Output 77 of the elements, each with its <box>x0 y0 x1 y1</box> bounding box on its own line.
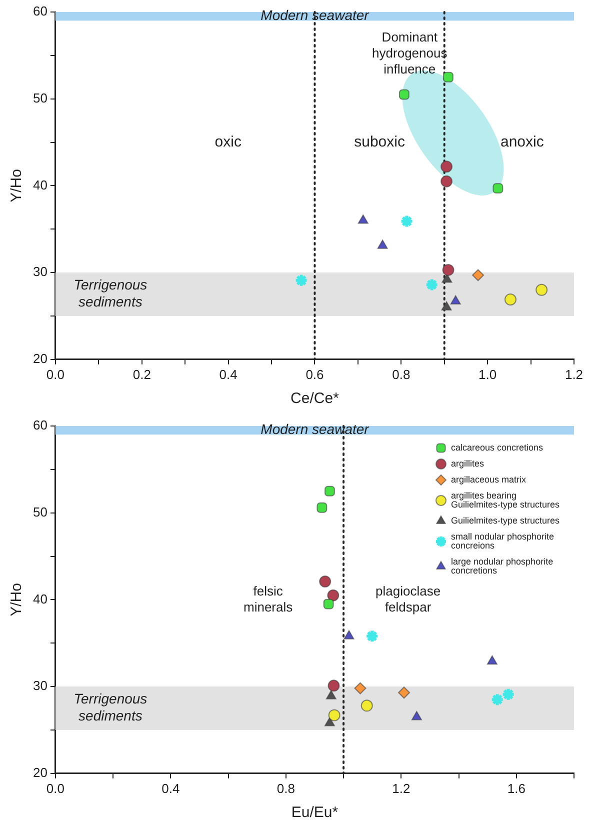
y-tick-label: 60 <box>32 418 48 433</box>
legend-label: small nodular phosphorite concreions <box>451 531 554 550</box>
x-tick-label: 1.0 <box>478 366 497 382</box>
y-tick-label: 40 <box>32 177 48 192</box>
x-tick-label: 0.0 <box>46 780 64 796</box>
y-tick-label: 20 <box>32 350 48 366</box>
y-tick-label: 30 <box>32 678 48 694</box>
point <box>365 629 380 644</box>
point <box>328 709 340 722</box>
legend-label: argillites <box>451 458 485 468</box>
point <box>440 160 453 173</box>
point <box>536 284 548 296</box>
point <box>472 269 484 282</box>
y-tick-label: 20 <box>32 764 48 780</box>
x-tick-label: 0.2 <box>132 366 151 382</box>
x-tick-label: 0.8 <box>392 366 410 382</box>
point <box>490 692 504 707</box>
x-tick-label: 1.6 <box>507 780 526 796</box>
x-axis-title: Eu/Eu* <box>291 804 338 822</box>
annotation: anoxic <box>500 133 544 150</box>
point <box>328 680 340 692</box>
annotation: plagioclase feldspar <box>376 583 441 614</box>
y-tick-label: 30 <box>32 264 48 280</box>
point <box>504 293 516 306</box>
point <box>398 686 410 699</box>
annotation: Dominant hydrogenous influence <box>372 29 448 76</box>
point <box>360 700 373 712</box>
point <box>319 575 332 588</box>
point <box>501 687 516 702</box>
legend-label: calcareous concretions <box>451 442 544 452</box>
x-tick-label: 0.6 <box>306 366 324 382</box>
band-label: Terrigenous sediments <box>74 690 148 724</box>
point <box>316 502 328 513</box>
point <box>486 655 498 665</box>
point <box>443 72 454 82</box>
y-axis-title: Y/Ho <box>8 169 26 202</box>
point <box>440 175 453 188</box>
point <box>324 717 335 726</box>
x-tick-label: 0.8 <box>276 780 295 796</box>
x-tick-label: 1.2 <box>392 780 410 796</box>
point <box>294 273 308 288</box>
x-axis-title: Ce/Ce* <box>290 390 340 408</box>
legend-label: large nodular phosphorite concretions <box>451 556 554 576</box>
annotation: suboxic <box>354 133 406 150</box>
y-tick-label: 60 <box>32 4 48 19</box>
x-tick-label: 1.2 <box>564 366 584 382</box>
x-tick-label: 0.4 <box>162 780 180 796</box>
point <box>411 710 422 720</box>
point <box>377 240 388 249</box>
y-axis-title: Y/Ho <box>8 583 26 616</box>
point <box>450 295 461 304</box>
legend-label: argillaceous matrix <box>451 474 527 484</box>
point <box>492 183 504 194</box>
band-label: Modern seawater <box>260 7 370 24</box>
point <box>424 278 439 292</box>
y-tick-label: 50 <box>32 90 48 106</box>
point <box>358 214 368 224</box>
annotation: felsic minerals <box>244 583 294 614</box>
band-label: Terrigenous sediments <box>74 276 148 310</box>
y-tick-label: 50 <box>32 504 48 520</box>
point <box>354 682 366 694</box>
legend-label: Guilielmites-type structures <box>451 515 560 526</box>
band-label: Modern seawater <box>260 421 370 438</box>
point <box>442 264 454 276</box>
point <box>441 301 452 311</box>
legend-label: argillites bearing Guilielmites-type structures <box>451 490 560 510</box>
x-tick-label: 0.4 <box>219 366 238 382</box>
x-tick-label: 0.0 <box>46 366 64 382</box>
point <box>324 486 335 496</box>
point <box>323 598 334 610</box>
point <box>400 214 414 228</box>
point <box>398 89 410 100</box>
point <box>344 630 354 640</box>
annotation: oxic <box>214 133 242 150</box>
y-tick-label: 40 <box>32 591 48 606</box>
point <box>326 690 336 700</box>
point <box>327 589 340 602</box>
